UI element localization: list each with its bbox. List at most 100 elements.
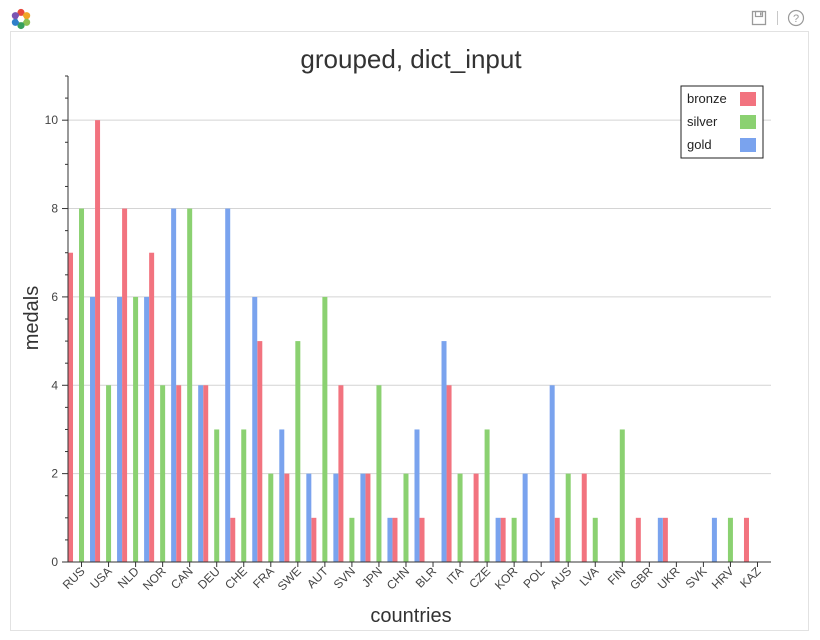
bar-silver-cze [484,429,490,562]
save-icon[interactable] [749,8,769,28]
bar-gold-rus [90,296,96,562]
legend-label-silver: silver [687,114,718,129]
bar-gold-nld [144,296,150,562]
x-tick-label: SVK [683,564,710,591]
bar-bronze-ita [446,385,452,562]
bar-bronze-kaz [743,517,749,562]
help-glyph: ? [793,13,799,25]
x-tick-label: FRA [250,564,277,591]
x-tick-label: ITA [444,564,466,586]
x-tick-label: KAZ [737,564,763,590]
x-tick-label: NLD [115,564,142,591]
bar-silver-kor [511,517,517,562]
y-tick-label: 8 [51,202,58,216]
bar-gold-pol [549,385,555,562]
bar-silver-fra [268,473,274,562]
bar-gold-jpn [387,517,393,562]
x-tick-label: FIN [605,564,629,588]
bar-gold-kor [522,473,528,562]
bar-silver-che [241,429,247,562]
bar-bronze-swe [284,473,290,562]
bar-bronze-fra [257,341,263,562]
toolbar-separator [777,11,778,25]
bar-silver-fin [619,429,625,562]
bar-silver-aut [322,296,328,562]
x-tick-label: CZE [466,564,493,591]
x-tick-label: AUS [547,564,574,591]
bar-gold-can [198,385,204,562]
bar-silver-deu [214,429,220,562]
bar-bronze-cze [473,473,479,562]
x-tick-label: RUS [60,564,88,592]
bar-gold-usa [117,296,123,562]
y-tick-label: 10 [45,113,59,127]
bar-silver-usa [106,385,112,562]
x-tick-label: HRV [709,564,737,592]
x-tick-label: USA [87,564,114,591]
bar-gold-chn [414,429,420,562]
plot-frame [10,31,809,631]
bar-bronze-deu [203,385,209,562]
bar-bronze-chn [392,517,398,562]
x-axis-title: countries [370,605,451,627]
bar-silver-can [187,208,193,562]
x-tick-label: BLR [413,564,440,591]
y-axis-title: medals [21,286,43,350]
toolbar: ? [749,8,806,28]
y-ticks: 0 2 4 6 8 10 [45,75,68,569]
bar-silver-aus [565,473,571,562]
bar-silver-swe [295,341,301,562]
bar-gold-cze [495,517,501,562]
help-icon[interactable]: ? [786,8,806,28]
bar-bronze-nld [122,208,128,562]
bokeh-logo-icon[interactable] [10,8,32,30]
x-tick-label: JPN [359,564,385,590]
legend-swatch-silver [740,115,756,129]
y-tick-label: 0 [51,555,58,569]
x-tick-label: SWE [275,564,304,593]
bar-silver-rus [79,208,85,562]
bar-gold-blr [441,341,447,562]
bar-bronze-ukr [662,517,668,562]
bar-bronze-che [230,517,236,562]
bar-gold-deu [225,208,231,562]
bar-bronze-usa [95,120,101,562]
legend: bronze silver gold [680,85,764,159]
bar-bronze-lva [581,473,587,562]
chart-title: grouped, dict_input [300,44,522,74]
x-tick-label: NOR [140,564,169,593]
bar-gold-fra [279,429,285,562]
bar-bronze-blr [419,517,425,562]
x-tick-label: UKR [655,564,683,592]
bar-bronze-jpn [365,473,371,562]
bar-silver-lva [592,517,598,562]
bar-silver-hrv [727,517,733,562]
bar-gold-swe [306,473,312,562]
x-tick-label: AUT [304,564,331,591]
x-tick-label: POL [520,564,547,591]
legend-swatch-gold [740,138,756,152]
bar-bronze-rus [68,252,74,562]
legend-label-gold: gold [687,137,712,152]
legend-swatch-bronze [740,92,756,106]
x-tick-label: KOR [492,564,521,593]
x-tick-label: LVA [577,564,602,589]
bar-bronze-gbr [635,517,641,562]
bar-bronze-nor [149,252,155,562]
bar-bronze-can [176,385,182,562]
bar-silver-ita [457,473,463,562]
y-tick-label: 2 [51,467,58,481]
bar-bronze-aus [554,517,560,562]
gridlines [68,119,771,475]
bar-bronze-svn [338,385,344,562]
bar-silver-jpn [376,385,382,562]
x-tick-label: GBR [627,564,656,593]
x-tick-label: SVN [331,564,358,591]
y-tick-label: 4 [51,378,58,392]
bar-silver-svn [349,517,355,562]
bar-bronze-aut [311,517,317,562]
bar-bronze-kor [500,517,506,562]
bar-gold-gbr [657,517,663,562]
